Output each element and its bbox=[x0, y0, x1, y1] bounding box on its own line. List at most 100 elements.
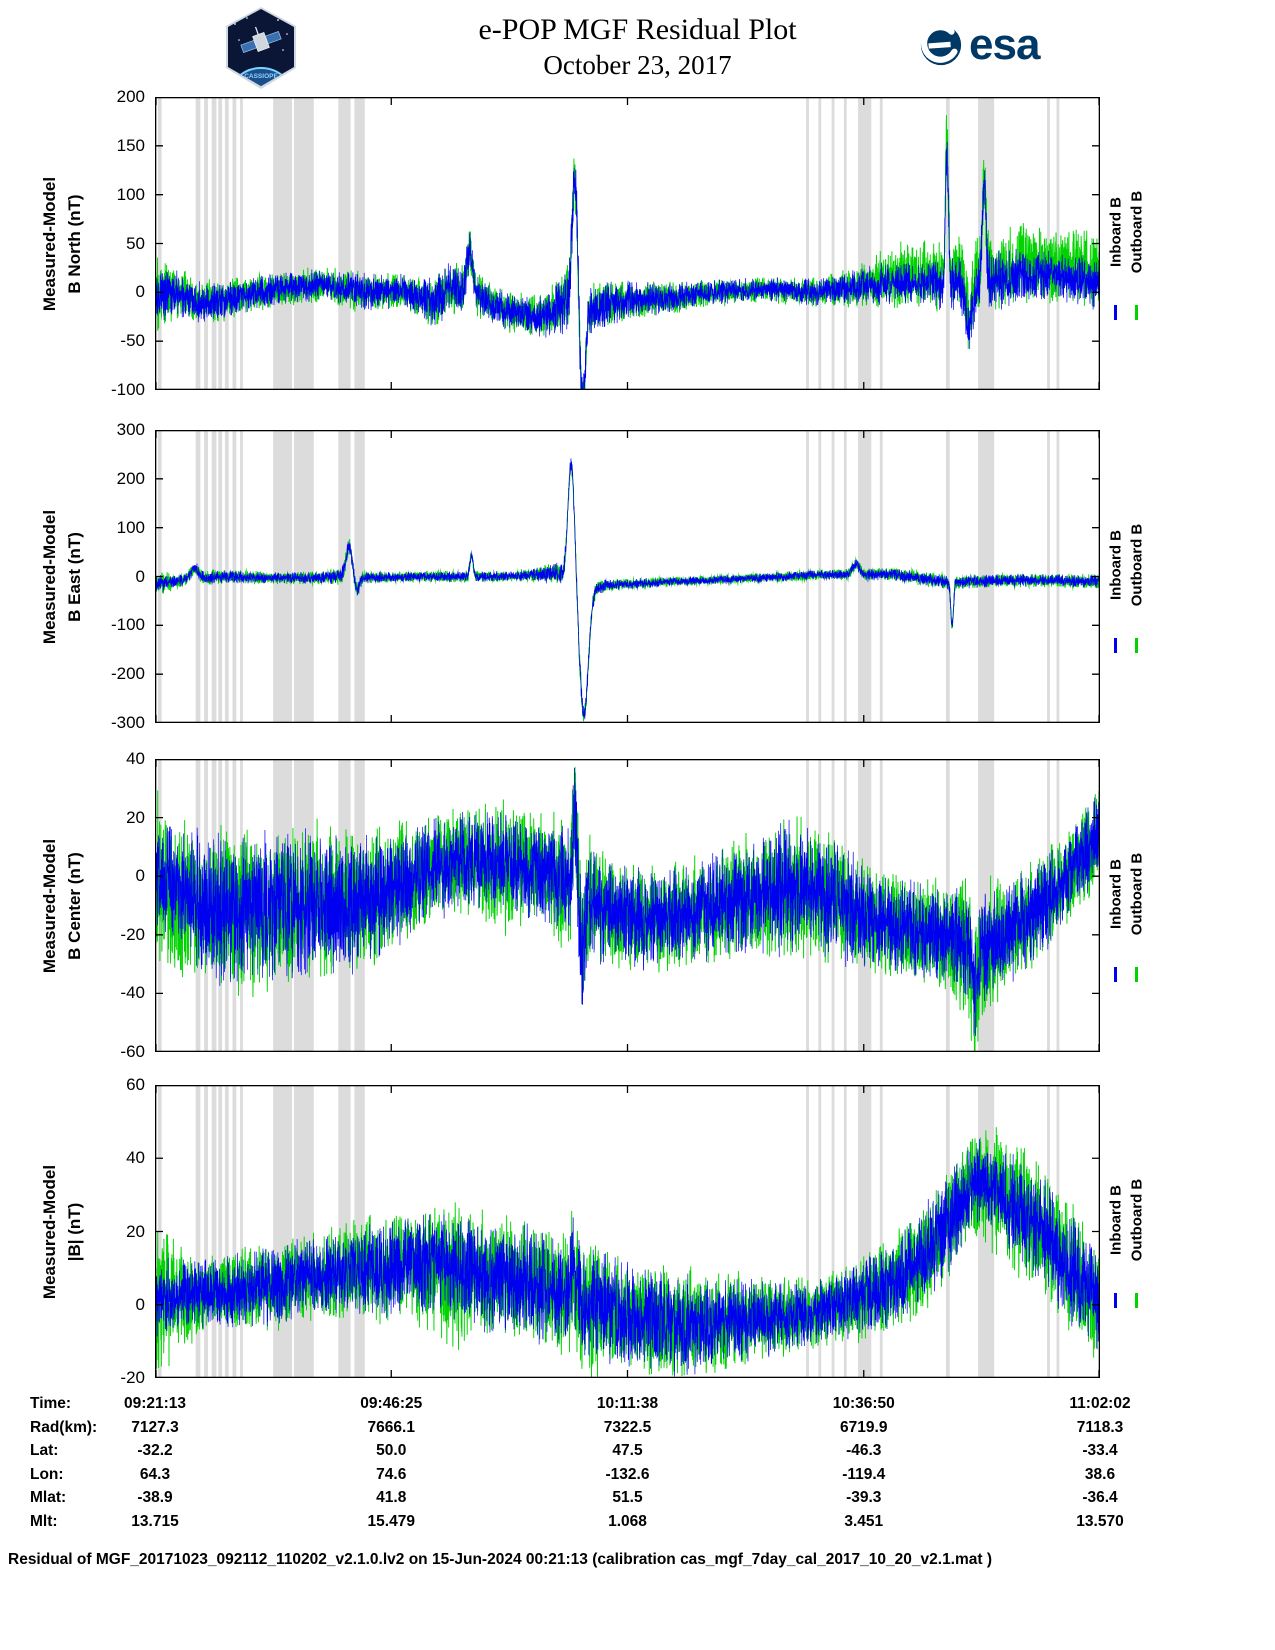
y-tick-label: 0 bbox=[135, 866, 145, 886]
axis-value: 7118.3 bbox=[1076, 1418, 1124, 1436]
y-tick-label: -60 bbox=[120, 1042, 145, 1061]
legend-inboard-mark bbox=[1114, 305, 1117, 321]
y-axis-label-line1: Measured-Model bbox=[40, 1164, 59, 1299]
plot-canvas-b-north bbox=[155, 97, 1100, 390]
y-tick-label: -40 bbox=[120, 983, 145, 1003]
legend-outboard-label: Outboard B bbox=[1128, 1178, 1146, 1262]
plot-canvas-b-east bbox=[155, 430, 1100, 723]
y-tick-label: -100 bbox=[110, 380, 145, 399]
axis-value: 09:21:13 bbox=[123, 1395, 187, 1412]
axis-value: 64.3 bbox=[139, 1465, 171, 1483]
axis-row-label: Mlt: bbox=[30, 1512, 58, 1530]
y-tick-label: 40 bbox=[126, 1148, 145, 1168]
axis-value: -36.4 bbox=[1082, 1489, 1118, 1506]
axis-value: 10:36:50 bbox=[832, 1395, 895, 1412]
y-tick-label: 0 bbox=[135, 566, 145, 586]
legend-outboard-mark bbox=[1135, 967, 1138, 983]
axis-value: 7322.5 bbox=[603, 1418, 652, 1436]
axis-row-label: Mlat: bbox=[30, 1489, 67, 1506]
legend-outboard-label: Outboard B bbox=[1128, 852, 1146, 936]
axis-value: -132.6 bbox=[605, 1465, 650, 1483]
axis-value: 3.451 bbox=[844, 1512, 884, 1530]
legend-inboard-label: Inboard B bbox=[1107, 196, 1125, 267]
panel-b-north: Measured-Model B North (nT) 200 150 100 50 0 -5… bbox=[0, 87, 1275, 399]
axis-value: 13.715 bbox=[131, 1512, 179, 1530]
axis-value: 10:11:38 bbox=[596, 1395, 659, 1412]
legend-inboard-label: Inboard B bbox=[1107, 858, 1125, 929]
cassiope-mission-patch: CASSIOPE bbox=[226, 7, 296, 89]
y-tick-label: -20 bbox=[120, 1368, 145, 1387]
legend-inboard-mark bbox=[1114, 1293, 1117, 1309]
title-block: e-POP MGF Residual Plot October 23, 2017 bbox=[0, 12, 1275, 82]
legend-inboard-label: Inboard B bbox=[1107, 1184, 1125, 1255]
axis-value: 41.8 bbox=[376, 1489, 407, 1506]
patch-satellite-icon bbox=[240, 26, 282, 54]
axis-annotation-table: Time: 09:21:13 09:46:25 10:11:38 10:36:50 11:… bbox=[0, 1392, 1275, 1533]
plot-canvas-b-magnitude bbox=[155, 1085, 1100, 1378]
axis-value: 09:46:25 bbox=[360, 1395, 423, 1412]
y-tick-label: 60 bbox=[126, 1075, 145, 1094]
axis-value: -46.3 bbox=[846, 1442, 882, 1459]
axis-row-label: Lat: bbox=[30, 1442, 59, 1459]
y-axis-label-line1: Measured-Model bbox=[40, 176, 59, 311]
axis-value: -33.4 bbox=[1082, 1442, 1118, 1459]
legend-outboard-label: Outboard B bbox=[1128, 190, 1146, 274]
axis-value: -119.4 bbox=[842, 1465, 886, 1483]
axis-value: 38.6 bbox=[1084, 1465, 1116, 1483]
y-tick-label: 0 bbox=[135, 282, 145, 302]
axis-value: -32.2 bbox=[137, 1442, 173, 1459]
y-tick-label: -300 bbox=[110, 713, 145, 732]
legend-outboard-mark bbox=[1135, 305, 1138, 321]
axis-row-lat: Lat: -32.2 50.0 47.5 -46.3 -33.4 bbox=[0, 1439, 1275, 1463]
axis-value: 50.0 bbox=[376, 1442, 407, 1459]
y-tick-label: -200 bbox=[110, 664, 145, 684]
legend-inboard-mark bbox=[1114, 638, 1117, 654]
esa-logo: esa bbox=[918, 20, 1040, 69]
y-tick-label: 100 bbox=[116, 184, 145, 204]
axis-value: 1.068 bbox=[608, 1512, 647, 1530]
y-tick-label: 150 bbox=[116, 135, 145, 155]
axis-row-label: Lon: bbox=[30, 1465, 64, 1483]
y-tick-label: -100 bbox=[110, 615, 145, 635]
y-tick-label: 200 bbox=[116, 87, 145, 106]
axis-value: 6719.9 bbox=[840, 1418, 888, 1436]
legend-inboard-label: Inboard B bbox=[1107, 529, 1125, 600]
axis-value: 74.6 bbox=[376, 1465, 407, 1483]
y-tick-label: 0 bbox=[135, 1294, 145, 1314]
panel-b-center: Measured-Model B Center (nT) 40 20 0 -20 -40 -6… bbox=[0, 749, 1275, 1061]
y-tick-label: 100 bbox=[116, 517, 145, 537]
footer-note: Residual of MGF_20171023_092112_110202_v… bbox=[8, 1551, 993, 1568]
panel-b-east: Measured-Model B East (nT) 300 200 100 0 -100-… bbox=[0, 420, 1275, 732]
axis-row-radkm: Rad(km): 7127.3 7666.1 7322.5 6719.9 7118.3 bbox=[0, 1416, 1275, 1440]
axis-row-time: Time: 09:21:13 09:46:25 10:11:38 10:36:50 11:… bbox=[0, 1392, 1275, 1416]
axis-row-label: Time: bbox=[30, 1395, 72, 1412]
y-tick-label: 200 bbox=[116, 468, 145, 488]
legend-outboard-label: Outboard B bbox=[1128, 523, 1146, 607]
axis-row-mlt: Mlt: 13.715 15.479 1.068 3.451 13.570 bbox=[0, 1510, 1275, 1534]
axis-value: 13.570 bbox=[1076, 1512, 1124, 1530]
axis-value: -38.9 bbox=[137, 1489, 173, 1506]
page-title: e-POP MGF Residual Plot bbox=[478, 13, 797, 46]
axis-value: 7666.1 bbox=[367, 1418, 415, 1436]
panel-b-magnitude: Measured-Model |B| (nT) 60 40 20 0 -20 Inboard … bbox=[0, 1075, 1275, 1387]
plot-canvas-b-center bbox=[155, 759, 1100, 1052]
y-tick-label: 20 bbox=[126, 807, 145, 827]
esa-wordmark: esa bbox=[969, 20, 1040, 69]
y-tick-label: 20 bbox=[126, 1221, 145, 1241]
axis-row-lon: Lon: 64.3 74.6 -132.6 -119.4 38.6 bbox=[0, 1463, 1275, 1487]
axis-value: 7127.3 bbox=[131, 1418, 179, 1436]
axis-value: 11:02:02 bbox=[1069, 1395, 1131, 1412]
y-tick-label: 40 bbox=[126, 749, 145, 768]
y-axis-label-line1: Measured-Model bbox=[40, 509, 59, 644]
axis-row-mlat: Mlat: -38.9 41.8 51.5 -39.3 -36.4 bbox=[0, 1486, 1275, 1510]
y-axis-label-line1: Measured-Model bbox=[40, 838, 59, 973]
patch-mission-name: CASSIOPE bbox=[244, 73, 278, 80]
axis-value: 47.5 bbox=[612, 1442, 643, 1459]
y-tick-label: 300 bbox=[116, 420, 145, 439]
axis-row-label: Rad(km): bbox=[30, 1418, 98, 1436]
axis-value: 15.479 bbox=[367, 1512, 415, 1530]
axis-value: 51.5 bbox=[612, 1489, 643, 1506]
y-tick-label: -50 bbox=[120, 331, 145, 351]
